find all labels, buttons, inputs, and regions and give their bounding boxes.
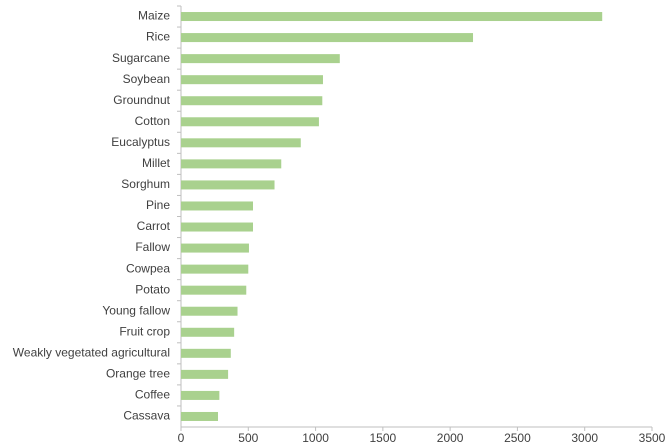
x-tick-label: 3500 bbox=[639, 431, 666, 445]
x-tick-label: 2500 bbox=[504, 431, 531, 445]
x-tick-label: 2000 bbox=[437, 431, 464, 445]
y-tick-label: Coffee bbox=[135, 388, 170, 402]
y-tick-label: Cassava bbox=[123, 409, 170, 423]
bar bbox=[181, 75, 323, 85]
y-tick-label: Young fallow bbox=[102, 303, 170, 317]
x-tick-label: 0 bbox=[178, 431, 185, 445]
bar bbox=[181, 306, 238, 316]
bar bbox=[181, 264, 249, 274]
bar bbox=[181, 285, 247, 295]
y-tick-label: Sugarcane bbox=[112, 51, 170, 65]
y-tick-label: Orange tree bbox=[106, 367, 170, 381]
y-tick-label: Cowpea bbox=[126, 261, 170, 275]
y-tick-label: Eucalyptus bbox=[111, 135, 170, 149]
y-tick-label: Sorghum bbox=[121, 177, 170, 191]
bar bbox=[181, 222, 253, 232]
bar bbox=[181, 369, 229, 379]
y-tick-label: Soybean bbox=[123, 72, 170, 86]
x-tick-label: 1500 bbox=[370, 431, 397, 445]
bar bbox=[181, 348, 231, 358]
y-tick-label: Millet bbox=[142, 156, 171, 170]
bar bbox=[181, 411, 219, 421]
bar bbox=[181, 96, 323, 106]
y-tick-label: Carrot bbox=[137, 219, 171, 233]
x-tick-label: 500 bbox=[238, 431, 258, 445]
y-tick-label: Fallow bbox=[135, 240, 170, 254]
bar bbox=[181, 54, 340, 64]
bar bbox=[181, 243, 249, 253]
y-tick-label: Groundnut bbox=[113, 93, 170, 107]
y-tick-label: Maize bbox=[138, 9, 170, 23]
bar bbox=[181, 180, 275, 190]
x-tick-label: 3000 bbox=[571, 431, 598, 445]
bar bbox=[181, 159, 282, 169]
y-tick-label: Weakly vegetated agricultural bbox=[13, 345, 170, 359]
y-tick-label: Fruit crop bbox=[119, 324, 170, 338]
bar bbox=[181, 117, 319, 127]
bar bbox=[181, 201, 253, 211]
bar bbox=[181, 12, 603, 22]
x-tick-label: 1000 bbox=[302, 431, 329, 445]
y-tick-label: Rice bbox=[146, 30, 170, 44]
y-tick-label: Cotton bbox=[135, 114, 170, 128]
bar bbox=[181, 390, 220, 400]
y-tick-label: Potato bbox=[135, 282, 170, 296]
bar bbox=[181, 138, 301, 148]
bar bbox=[181, 327, 235, 337]
y-tick-label: Pine bbox=[146, 198, 170, 212]
bar bbox=[181, 33, 474, 43]
